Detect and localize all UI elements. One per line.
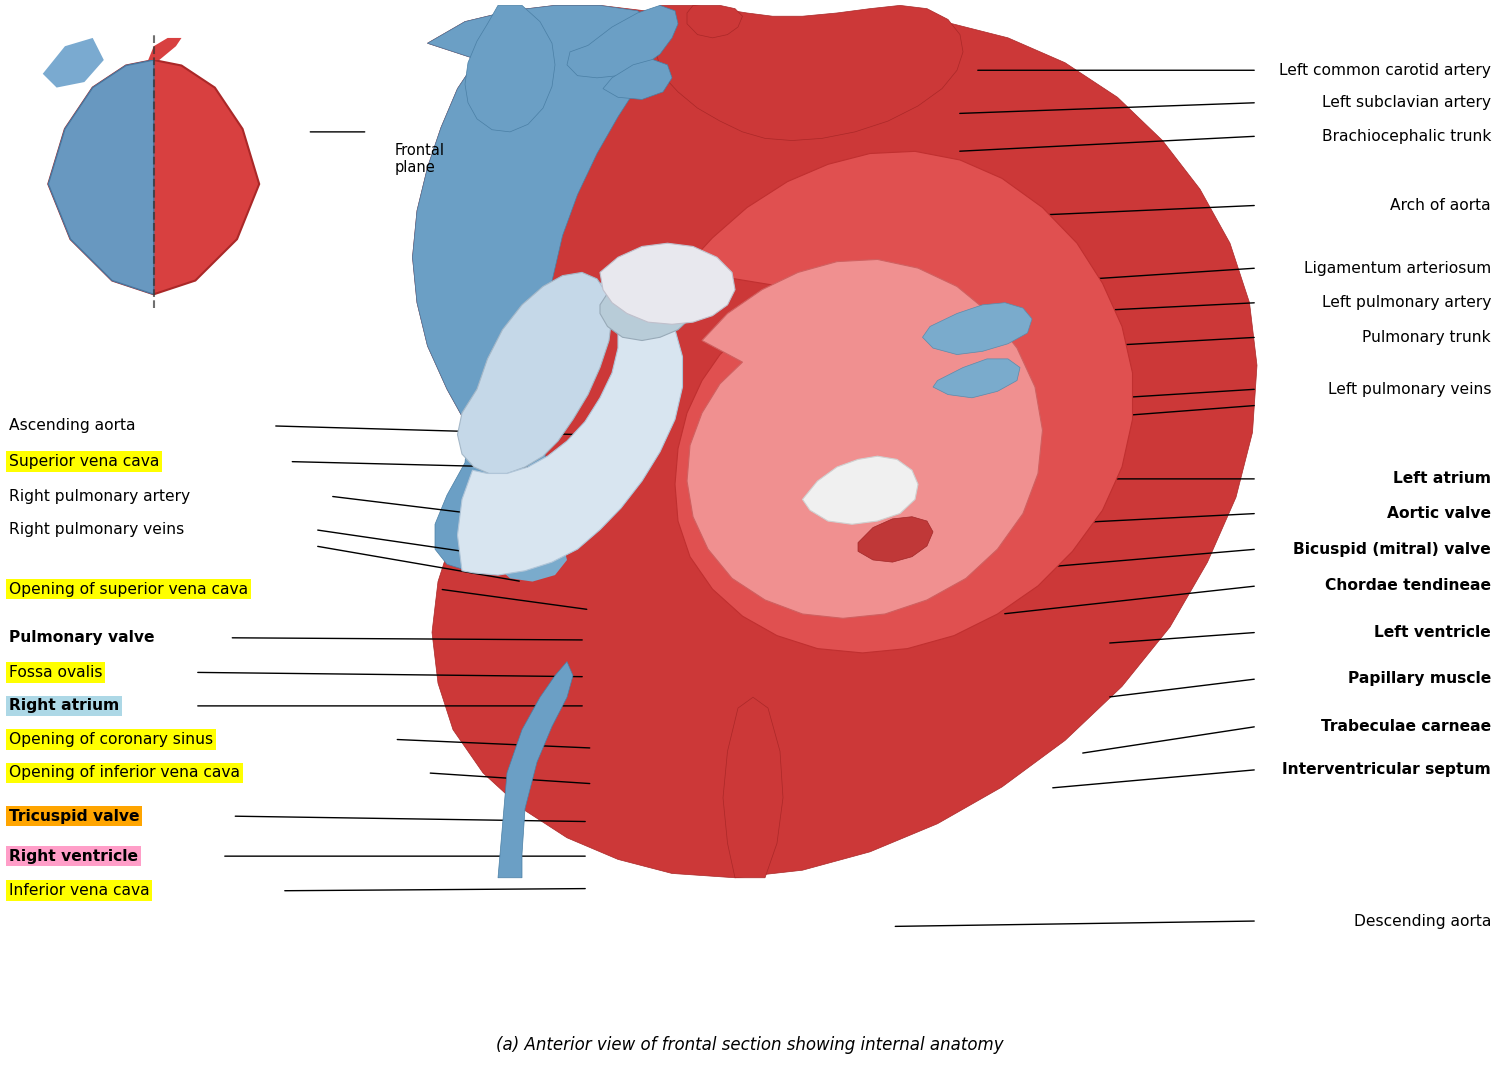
Polygon shape (600, 243, 735, 324)
Text: Trabeculae carneae: Trabeculae carneae (1322, 719, 1491, 734)
Polygon shape (922, 303, 1032, 355)
Text: Frontal
plane: Frontal plane (394, 143, 444, 175)
Text: Pulmonary valve: Pulmonary valve (9, 630, 154, 645)
Polygon shape (657, 5, 963, 141)
Polygon shape (498, 481, 567, 528)
Text: Chordae tendineae: Chordae tendineae (1324, 578, 1491, 593)
Polygon shape (148, 38, 182, 59)
Polygon shape (687, 259, 1042, 618)
Text: Arch of aorta: Arch of aorta (1390, 198, 1491, 213)
Polygon shape (858, 517, 933, 562)
Polygon shape (413, 5, 1257, 878)
Polygon shape (600, 262, 698, 341)
Text: Right atrium: Right atrium (9, 698, 120, 713)
Text: Ascending aorta: Ascending aorta (9, 418, 135, 433)
Text: Right pulmonary artery: Right pulmonary artery (9, 489, 190, 504)
Text: Tricuspid valve: Tricuspid valve (9, 809, 140, 824)
Text: Left common carotid artery: Left common carotid artery (1280, 63, 1491, 78)
Text: Superior vena cava: Superior vena cava (9, 454, 159, 469)
Text: Left pulmonary artery: Left pulmonary artery (1322, 295, 1491, 310)
Text: (a) Anterior view of frontal section showing internal anatomy: (a) Anterior view of frontal section sho… (496, 1037, 1004, 1054)
Polygon shape (603, 59, 672, 99)
Polygon shape (687, 5, 742, 38)
Polygon shape (675, 151, 1132, 653)
Text: Interventricular septum: Interventricular septum (1282, 762, 1491, 777)
Text: Brachiocephalic trunk: Brachiocephalic trunk (1322, 129, 1491, 144)
Text: Papillary muscle: Papillary muscle (1347, 671, 1491, 686)
Text: Left subclavian artery: Left subclavian artery (1322, 95, 1491, 110)
Polygon shape (42, 38, 104, 88)
Polygon shape (498, 662, 573, 878)
Text: Bicuspid (mitral) valve: Bicuspid (mitral) valve (1293, 542, 1491, 557)
Text: Left pulmonary veins: Left pulmonary veins (1328, 382, 1491, 397)
Text: Pulmonary trunk: Pulmonary trunk (1362, 330, 1491, 345)
Polygon shape (458, 283, 682, 575)
Text: Left ventricle: Left ventricle (1374, 625, 1491, 640)
Text: Opening of superior vena cava: Opening of superior vena cava (9, 582, 248, 597)
Polygon shape (48, 59, 153, 294)
Polygon shape (802, 456, 918, 524)
Polygon shape (567, 5, 678, 78)
Polygon shape (48, 59, 260, 294)
Polygon shape (723, 697, 783, 878)
Text: Right ventricle: Right ventricle (9, 849, 138, 864)
Text: Left atrium: Left atrium (1394, 471, 1491, 486)
Polygon shape (933, 359, 1020, 398)
Text: Right pulmonary veins: Right pulmonary veins (9, 522, 184, 537)
Text: Opening of coronary sinus: Opening of coronary sinus (9, 732, 213, 747)
Text: Inferior vena cava: Inferior vena cava (9, 883, 150, 898)
Text: Fossa ovalis: Fossa ovalis (9, 665, 102, 680)
Polygon shape (413, 5, 660, 571)
Polygon shape (458, 272, 612, 473)
Polygon shape (465, 5, 555, 132)
Polygon shape (498, 535, 567, 582)
Text: Ligamentum arteriosum: Ligamentum arteriosum (1304, 261, 1491, 276)
Text: Descending aorta: Descending aorta (1353, 913, 1491, 929)
Text: Opening of inferior vena cava: Opening of inferior vena cava (9, 765, 240, 780)
Text: Aortic valve: Aortic valve (1388, 506, 1491, 521)
